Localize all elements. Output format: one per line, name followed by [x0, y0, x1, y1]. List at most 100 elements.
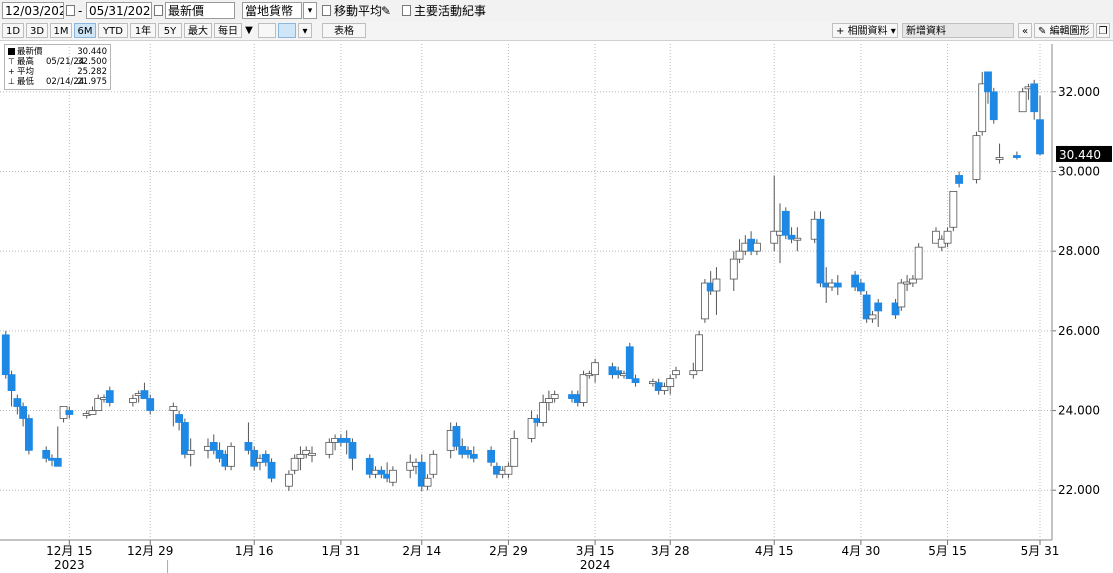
candle-body-down — [24, 418, 33, 451]
candle-body-down — [1036, 119, 1044, 155]
candle — [42, 446, 51, 463]
period-3d-button[interactable]: 3D — [26, 23, 48, 38]
candle-body-down — [336, 438, 345, 443]
legend-row-avg: + 平均 25.282 — [8, 67, 107, 77]
candle-body-up — [169, 406, 178, 411]
candle — [770, 175, 779, 252]
candle — [250, 446, 259, 471]
candle-body-down — [458, 445, 467, 455]
price-type-select[interactable]: 最新價 — [165, 2, 235, 19]
candle — [388, 466, 397, 487]
candle-body-down — [250, 449, 259, 467]
start-calendar-icon[interactable] — [66, 5, 75, 16]
period-5y-button[interactable]: 5Y — [158, 23, 182, 38]
candle-body-up — [741, 242, 750, 252]
candle — [53, 426, 62, 467]
candle-body-down — [209, 441, 218, 451]
candle-body-up — [544, 398, 553, 403]
moving-avg-checkbox[interactable] — [322, 5, 331, 16]
candle — [325, 438, 334, 459]
period-1d-button[interactable]: 1D — [2, 23, 24, 38]
candle-body-up — [666, 378, 675, 388]
candle-body-up — [423, 477, 432, 487]
y-tick-label: 22.000 — [1058, 483, 1100, 497]
candle — [336, 434, 345, 447]
table-button[interactable]: 表格 — [322, 23, 366, 38]
end-calendar-icon[interactable] — [154, 5, 163, 16]
candle-body-up — [128, 398, 137, 403]
date-separator: - — [78, 4, 83, 18]
x-tick-label: 2月 29 — [489, 544, 528, 558]
end-date-input[interactable]: 05/31/2024 — [86, 2, 152, 19]
line-type-button[interactable] — [258, 23, 276, 38]
candle — [105, 386, 114, 407]
start-date-input[interactable]: 12/03/2023 — [2, 2, 64, 19]
candle — [874, 298, 883, 327]
candle — [897, 279, 906, 311]
candle — [689, 362, 698, 379]
candle-body-up — [308, 452, 316, 456]
candle — [308, 446, 316, 463]
candle — [377, 466, 386, 479]
candle-body-up — [810, 218, 819, 240]
pencil-icon[interactable]: ✎ — [381, 4, 392, 18]
edit-pencil-icon: ✎ — [1038, 26, 1050, 37]
candle-body-up — [371, 469, 380, 475]
candle-body-down — [706, 282, 715, 292]
candle-body-down — [7, 374, 16, 391]
x-tick-label: 12月 29 — [127, 544, 173, 558]
candle-body-down — [215, 449, 224, 459]
candle — [365, 454, 374, 479]
x-tick-label: 1月 16 — [235, 544, 274, 558]
edit-chart-button[interactable]: ✎ 編輯圖形 — [1034, 23, 1094, 38]
candle — [406, 454, 415, 479]
new-data-button[interactable]: 新增資料 — [902, 23, 1014, 38]
events-checkbox[interactable] — [402, 5, 411, 16]
candle-body-down — [140, 390, 149, 399]
period-max-button[interactable]: 最大 — [184, 23, 212, 38]
candle-type-button[interactable] — [278, 23, 296, 38]
candle-body-down — [955, 175, 964, 184]
candle-body-up — [672, 370, 680, 376]
candle — [1024, 83, 1033, 100]
frequency-select[interactable]: 每日 — [214, 23, 242, 38]
period-6m-button[interactable]: 6M — [74, 23, 96, 38]
candle-body-up — [1024, 86, 1033, 90]
chart-type-dropdown-icon[interactable]: ▾ — [298, 23, 312, 38]
frequency-dropdown-icon[interactable]: ▼ — [245, 25, 253, 36]
related-data-button[interactable]: + 相關資料 ▾ — [832, 23, 898, 38]
candle — [458, 438, 467, 459]
period-ytd-button[interactable]: YTD — [98, 23, 128, 38]
candle — [417, 454, 426, 492]
candle-body-up — [700, 282, 709, 320]
candle-body-down — [608, 366, 617, 376]
candle — [1012, 151, 1021, 160]
candle — [672, 366, 680, 379]
copy-icon[interactable]: ❐ — [1096, 23, 1110, 38]
candle — [828, 279, 836, 291]
period-1m-button[interactable]: 1M — [50, 23, 72, 38]
candle-body-down — [342, 438, 351, 443]
collapse-icon[interactable]: « — [1018, 23, 1032, 38]
currency-dropdown-icon[interactable]: ▾ — [303, 2, 317, 19]
candle — [810, 211, 819, 244]
candle-body-up — [585, 373, 594, 377]
candle-body-up — [908, 278, 917, 284]
currency-select[interactable]: 當地貨幣 — [242, 2, 302, 19]
candle-body-down — [65, 410, 74, 415]
candle — [498, 466, 507, 479]
candle-body-down — [654, 382, 663, 391]
candle-body-down — [874, 302, 883, 312]
candle — [862, 291, 871, 323]
candle — [706, 271, 715, 295]
candle — [492, 462, 501, 479]
candle-body-down — [625, 346, 634, 380]
candle — [331, 434, 340, 451]
legend-value: 32.500 — [77, 57, 107, 67]
high-marker-icon: ⊤ — [8, 57, 15, 66]
candle-body-up — [932, 230, 940, 244]
candle — [464, 446, 472, 459]
period-1y-button[interactable]: 1年 — [130, 23, 156, 38]
candle-body-up — [828, 282, 836, 288]
